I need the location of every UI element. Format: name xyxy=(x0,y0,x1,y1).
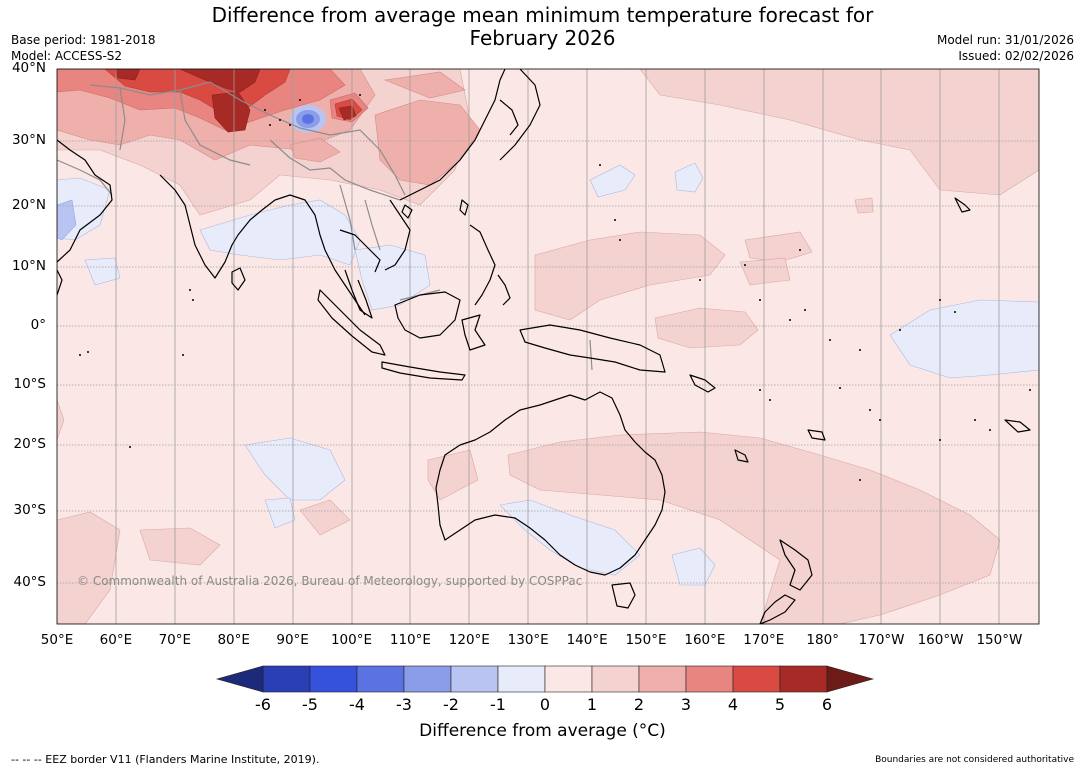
lon-tick-label: 160°E xyxy=(684,632,726,648)
lat-tick-label: 30°N xyxy=(11,132,46,148)
lat-tick-label: 10°S xyxy=(13,376,47,392)
lon-tick-label: 170°W xyxy=(858,632,905,648)
colorbar-tick-label: -4 xyxy=(349,695,365,714)
colorbar-tick-label: -5 xyxy=(302,695,318,714)
colorbar-tick-label: -1 xyxy=(490,695,506,714)
title-line-2: February 2026 xyxy=(469,26,616,50)
copyright-text: © Commonwealth of Australia 2026, Bureau… xyxy=(77,574,583,588)
lon-tick-label: 170°E xyxy=(743,632,785,648)
boundaries-note: Boundaries are not considered authoritat… xyxy=(875,755,1074,765)
model-run-text: Model run: 31/01/2026 xyxy=(936,33,1074,47)
lon-tick-label: 150°W xyxy=(976,632,1023,648)
coastlines xyxy=(57,69,1031,624)
lon-tick-label: 160°W xyxy=(917,632,964,648)
colorbar-tick-label: 1 xyxy=(586,695,598,714)
colorbar-tick-label: 3 xyxy=(680,695,692,714)
colorbar-tick-label: -2 xyxy=(443,695,459,714)
colorbar-bin xyxy=(262,665,311,693)
colorbar-tick-label: 2 xyxy=(633,695,645,714)
lon-tick-label: 60°E xyxy=(99,632,133,648)
header-left-meta: Base period: 1981-2018 Model: ACCESS-S2 xyxy=(11,32,156,64)
lon-tick-label: 100°E xyxy=(330,632,373,648)
colorbar-tick-label: 4 xyxy=(727,695,739,714)
lon-tick-label: 50°E xyxy=(40,632,74,648)
anomaly-neg-1-4-regions xyxy=(57,105,326,241)
graticule xyxy=(57,69,1039,624)
lat-tick-label: 20°S xyxy=(13,436,47,452)
colorbar-tick-label: -6 xyxy=(255,695,271,714)
lon-tick-label: 70°E xyxy=(158,632,192,648)
map-title: Difference from average mean minimum tem… xyxy=(0,4,1085,50)
lon-tick-label: 180° xyxy=(806,632,839,648)
colorbar xyxy=(215,665,875,693)
colorbar-tick-label: -3 xyxy=(396,695,412,714)
colorbar-tick-label: 5 xyxy=(774,695,786,714)
colorbar-bin xyxy=(591,665,640,693)
small-islands xyxy=(79,94,1031,481)
colorbar-bin xyxy=(638,665,687,693)
lat-tick-label: 20°N xyxy=(11,197,46,213)
colorbar-bin xyxy=(779,665,828,693)
colorbar-bin xyxy=(309,665,358,693)
lat-tick-label: 40°N xyxy=(11,60,46,76)
title-line-1: Difference from average mean minimum tem… xyxy=(211,3,874,27)
issued-text: Issued: 02/02/2026 xyxy=(958,49,1074,63)
header-right-meta: Model run: 31/01/2026 Issued: 02/02/2026 xyxy=(937,32,1074,64)
lon-tick-label: 110°E xyxy=(389,632,431,648)
eez-border-note: -- -- -- EEZ border V11 (Flanders Marine… xyxy=(11,753,320,766)
lon-tick-label: 150°E xyxy=(625,632,667,648)
lat-tick-label: 0° xyxy=(30,317,46,333)
colorbar-tick-label: 6 xyxy=(821,695,833,714)
map-area xyxy=(57,69,1039,624)
colorbar-bin xyxy=(544,665,593,693)
lon-tick-label: 130°E xyxy=(507,632,549,648)
colorbar-bin xyxy=(403,665,452,693)
lon-tick-label: 90°E xyxy=(276,632,309,648)
base-period-text: Base period: 1981-2018 xyxy=(11,33,156,47)
lon-tick-label: 140°E xyxy=(566,632,608,648)
colorbar-title: Difference from average (°C) xyxy=(419,721,666,741)
map-frame xyxy=(56,68,1040,625)
colorbar-under-extension xyxy=(215,665,264,693)
colorbar-bin xyxy=(732,665,781,693)
lat-tick-label: 30°S xyxy=(13,502,47,518)
lat-tick-label: 10°N xyxy=(11,258,46,274)
model-text: Model: ACCESS-S2 xyxy=(11,49,123,63)
colorbar-bin xyxy=(450,665,499,693)
lon-tick-label: 80°E xyxy=(217,632,250,648)
colorbar-over-extension xyxy=(826,665,875,693)
lat-tick-label: 40°S xyxy=(13,574,47,590)
colorbar-bin xyxy=(685,665,734,693)
anomaly-neg-0-1-regions xyxy=(57,162,1039,586)
colorbar-tick-label: 0 xyxy=(539,695,551,714)
colorbar-bin xyxy=(497,665,546,693)
colorbar-bin xyxy=(356,665,405,693)
lon-tick-label: 120°E xyxy=(448,632,490,648)
